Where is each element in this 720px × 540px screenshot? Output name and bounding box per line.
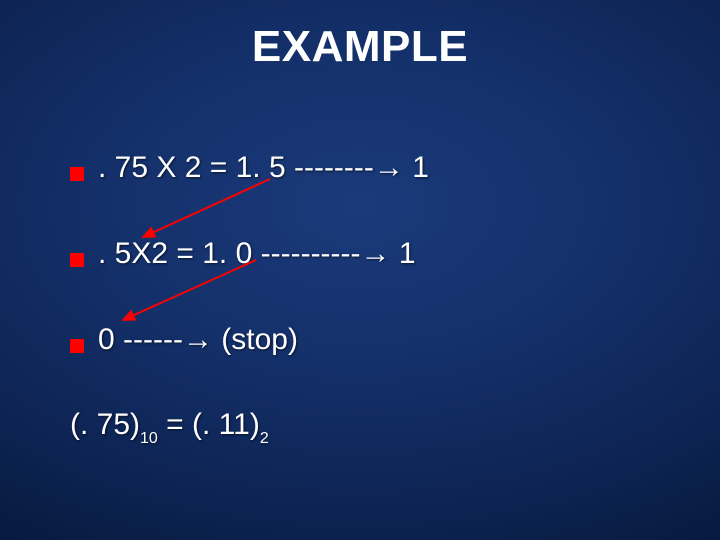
bullet-icon <box>70 167 84 181</box>
bullet-icon <box>70 253 84 267</box>
result-mid: = (. 11) <box>158 408 260 441</box>
result-sub-10: 10 <box>140 430 158 447</box>
result-equation: (. 75)10 = (. 11)2 <box>70 408 660 446</box>
bullet-text-1: . 75 X 2 = 1. 5 --------→ 1 <box>98 150 429 186</box>
slide-content: . 75 X 2 = 1. 5 --------→ 1 . 5X2 = 1. 0… <box>70 150 660 446</box>
bullet-row-2: . 5X2 = 1. 0 ----------→ 1 <box>70 236 660 272</box>
bullet-row-3: 0 ------→ (stop) <box>70 322 660 358</box>
bullet-text-2: . 5X2 = 1. 0 ----------→ 1 <box>98 236 416 272</box>
bullet-icon <box>70 339 84 353</box>
result-sub-2: 2 <box>260 430 269 447</box>
result-prefix: (. 75) <box>70 408 140 441</box>
slide-title: EXAMPLE <box>0 22 720 72</box>
slide: EXAMPLE . 75 X 2 = 1. 5 --------→ 1 . 5X… <box>0 0 720 540</box>
bullet-row-1: . 75 X 2 = 1. 5 --------→ 1 <box>70 150 660 186</box>
bullet-text-3: 0 ------→ (stop) <box>98 322 298 358</box>
